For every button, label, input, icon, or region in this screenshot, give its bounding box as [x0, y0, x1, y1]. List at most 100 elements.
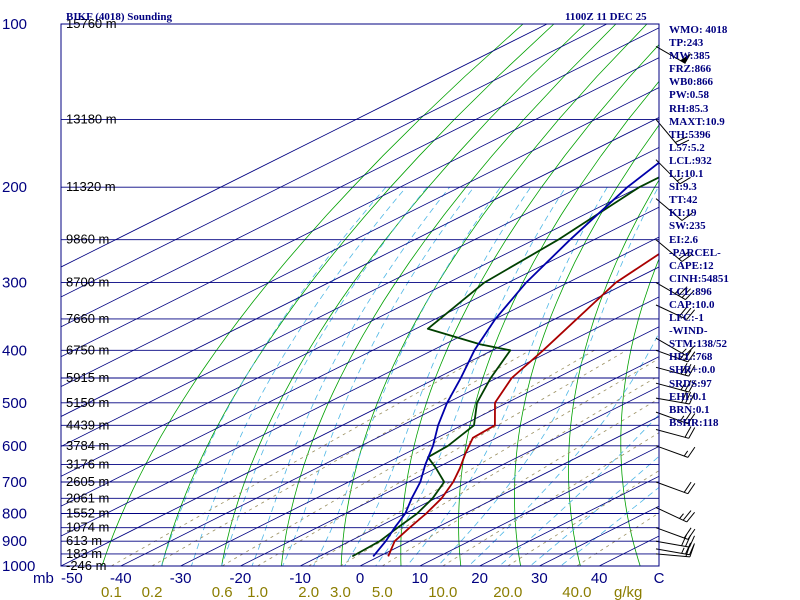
height-label: 3784 m — [66, 438, 109, 453]
height-label: 11320 m — [66, 179, 116, 194]
height-label: 1552 m — [66, 506, 109, 521]
parcel-trace-trace — [372, 161, 659, 557]
height-label: 6750 m — [66, 342, 109, 357]
moist-adiabat — [221, 186, 428, 566]
moist-adiabat — [437, 187, 659, 566]
valid-time: 1100Z 11 DEC 25 — [565, 11, 647, 23]
temperature-tick-label: -20 — [230, 570, 252, 587]
stat-line: CAPE:12 — [669, 259, 714, 272]
grid-layer — [61, 24, 659, 566]
moist-adiabat — [282, 186, 475, 566]
dry-adiabat — [161, 24, 555, 566]
temperature-tick-label: 20 — [471, 570, 488, 587]
stat-line: LI:10.1 — [669, 168, 704, 181]
pressure-tick-label: 1000 — [2, 558, 35, 575]
stat-line: CINH:54851 — [669, 272, 729, 285]
wind-barb — [655, 481, 696, 495]
wind-barb — [655, 534, 695, 548]
stat-line: WB0:866 — [669, 76, 713, 89]
moist-adiabat — [375, 186, 567, 566]
mixing-ratio-label: 1.0 — [247, 584, 268, 600]
wind-barb — [655, 411, 696, 425]
height-label: 8700 m — [66, 275, 109, 290]
mixing-ratio-label: 10.0 — [428, 584, 457, 600]
wind-barb — [655, 282, 695, 301]
stat-line: STM:138/52 — [669, 338, 728, 351]
mixing-ratio-label: 40.0 — [562, 584, 591, 600]
pressure-tick-label: 300 — [2, 275, 27, 292]
mixing-ratio-label: 0.2 — [142, 584, 163, 600]
height-label: 613 m — [66, 533, 102, 548]
height-label: 2605 m — [66, 474, 109, 489]
dry-adiabat — [400, 44, 659, 566]
height-label: 15760 m — [66, 16, 117, 31]
stat-line: HEL:768 — [669, 351, 713, 364]
stat-line: L57:5.2 — [669, 141, 705, 154]
temperature-tick-label: -50 — [61, 570, 83, 587]
isotherm — [61, 176, 659, 477]
wind-barb — [655, 45, 692, 64]
stats-panel: WMO: 4018 TP:243 MW:385 FRZ:866 WB0:866 PW:0.… — [669, 24, 799, 430]
dry-adiabat — [340, 24, 648, 566]
stat-line: -WIND- — [669, 325, 708, 338]
wind-barb — [655, 198, 693, 221]
pressure-tick-label: 800 — [2, 506, 27, 523]
moist-adiabat — [160, 186, 387, 566]
height-label: 2061 m — [66, 490, 109, 505]
temperature-trace — [387, 252, 659, 557]
temperature-tick-label: 10 — [411, 570, 428, 587]
wind-barb — [655, 349, 696, 363]
mixing-ratio-unit-label: g/kg — [614, 584, 642, 600]
wind-barb — [655, 507, 695, 523]
isotherm — [359, 416, 659, 566]
station-title: BIKF (4018) Sounding — [66, 11, 172, 23]
isotherm — [120, 296, 659, 566]
stat-line: TH:5396 — [669, 128, 711, 141]
wind-barb — [655, 239, 693, 262]
moist-adiabat — [344, 186, 532, 566]
stat-line: EHI:0.1 — [669, 390, 707, 403]
moist-adiabat — [560, 486, 659, 566]
temperature-tick-label: -30 — [170, 570, 192, 587]
height-label: 3176 m — [66, 457, 109, 472]
moist-adiabat — [313, 186, 501, 566]
stat-line: TT:42 — [669, 194, 698, 207]
temperature-tick-label: -40 — [110, 570, 132, 587]
wind-barb — [655, 426, 696, 439]
wind-barb — [655, 379, 696, 393]
height-label: 13180 m — [66, 111, 117, 126]
stat-line: KI:19 — [669, 207, 697, 220]
stat-line: SHR+:0.0 — [669, 364, 716, 377]
isotherm — [61, 24, 607, 298]
pressure-tick-label: 500 — [2, 395, 27, 412]
stat-line: LCL:896 — [669, 285, 712, 298]
stat-line: MAXT:10.9 — [669, 115, 725, 128]
stat-line: SRDS:97 — [669, 377, 712, 390]
dew-point-trace — [351, 176, 659, 558]
pressure-unit-label: mb — [33, 570, 54, 587]
isotherm — [240, 356, 659, 566]
dry-adiabat — [513, 124, 659, 566]
isotherm — [180, 326, 659, 566]
stat-line: SI:9.3 — [669, 181, 697, 194]
mixing-ratio-label: 5.0 — [372, 584, 393, 600]
stat-line: BSHR:118 — [669, 416, 719, 429]
mixing-ratio-label: 20.0 — [493, 584, 522, 600]
temperature-tick-label: 0 — [356, 570, 364, 587]
isotherm — [61, 146, 659, 447]
plot-frame — [60, 23, 660, 567]
stat-line: TP:243 — [669, 37, 704, 50]
isotherm — [61, 87, 659, 388]
stat-line: PW:0.58 — [669, 89, 710, 102]
dry-adiabat — [280, 24, 617, 566]
isotherm — [61, 206, 659, 507]
dry-adiabat — [458, 80, 659, 566]
temperature-tick-label: 40 — [591, 570, 608, 587]
height-label: -246 m — [66, 558, 106, 573]
height-label: 7660 m — [66, 311, 109, 326]
wind-barb — [655, 119, 690, 146]
temperature-tick-label: C — [654, 570, 665, 587]
pressure-tick-label: 400 — [2, 342, 27, 359]
